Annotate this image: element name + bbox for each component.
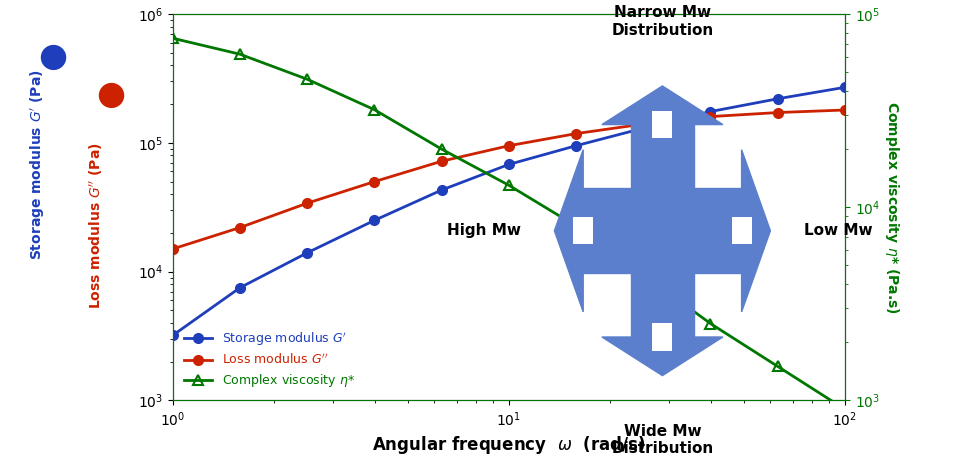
Polygon shape [742,150,771,312]
Text: Loss modulus $G''$ (Pa): Loss modulus $G''$ (Pa) [87,143,105,309]
X-axis label: Angular frequency  $\omega$  (rad/s): Angular frequency $\omega$ (rad/s) [372,434,646,456]
Text: Low Mw: Low Mw [804,223,872,238]
Polygon shape [602,337,723,376]
Text: Narrow Mw
Distribution: Narrow Mw Distribution [612,5,713,38]
Text: Storage modulus $G'$ (Pa): Storage modulus $G'$ (Pa) [30,70,47,260]
Text: ●: ● [38,40,67,73]
Polygon shape [584,125,742,337]
Text: ●: ● [96,78,125,111]
Bar [653,324,672,350]
Bar [573,217,593,244]
Bar [732,217,752,244]
Legend: Storage modulus $G'$, Loss modulus $G''$, Complex viscosity $\eta$*: Storage modulus $G'$, Loss modulus $G''$… [180,325,360,394]
Text: High Mw: High Mw [447,223,521,238]
Y-axis label: Complex viscosity $\eta$* (Pa.s): Complex viscosity $\eta$* (Pa.s) [882,101,900,314]
Polygon shape [555,150,584,312]
Text: Wide Mw
Distribution: Wide Mw Distribution [612,424,713,456]
Polygon shape [602,86,723,125]
Bar [653,111,672,138]
